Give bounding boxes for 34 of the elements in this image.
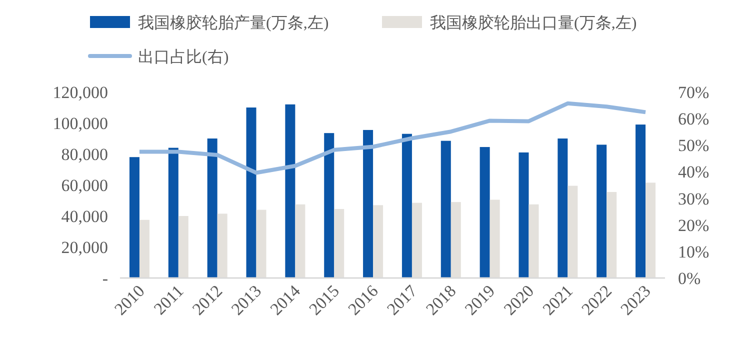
y2-tick-label: 20% [678, 216, 710, 235]
bar [636, 124, 646, 278]
y2-tick-label: 0% [678, 269, 701, 288]
legend-label: 我国橡胶轮胎出口量(万条,左) [430, 14, 637, 32]
bar [440, 140, 451, 278]
bar [129, 157, 140, 278]
bar [596, 144, 607, 278]
y2-tick-label: 70% [678, 83, 710, 102]
y-tick-label: 120,000 [52, 83, 108, 102]
bar [324, 133, 334, 278]
y2-tick-label: 40% [678, 162, 710, 182]
y-tick-label: 80,000 [61, 145, 108, 164]
bar [363, 130, 374, 278]
legend-label: 我国橡胶轮胎产量(万条,左) [138, 14, 329, 32]
line-series [137, 101, 648, 175]
bar [168, 148, 178, 278]
bar [558, 138, 568, 278]
bar [285, 104, 296, 278]
y-tick-label: 20,000 [61, 238, 108, 257]
bar [402, 134, 412, 278]
y2-tick-label: 50% [678, 136, 710, 156]
y-tick-label: 100,000 [52, 114, 108, 133]
y-tick-label: 40,000 [61, 207, 108, 226]
bar [207, 138, 218, 278]
y-tick-label: 60,000 [61, 176, 108, 195]
bar [246, 108, 256, 278]
y2-tick-label: 60% [678, 110, 710, 129]
bar [480, 147, 490, 278]
bar [518, 152, 529, 278]
y2-tick-label: 30% [678, 189, 710, 208]
y-tick-label: - [102, 269, 108, 288]
legend-label: 出口占比(右) [138, 48, 229, 66]
x-tick-label: 2011 [150, 281, 188, 318]
y2-tick-label: 10% [678, 242, 710, 262]
